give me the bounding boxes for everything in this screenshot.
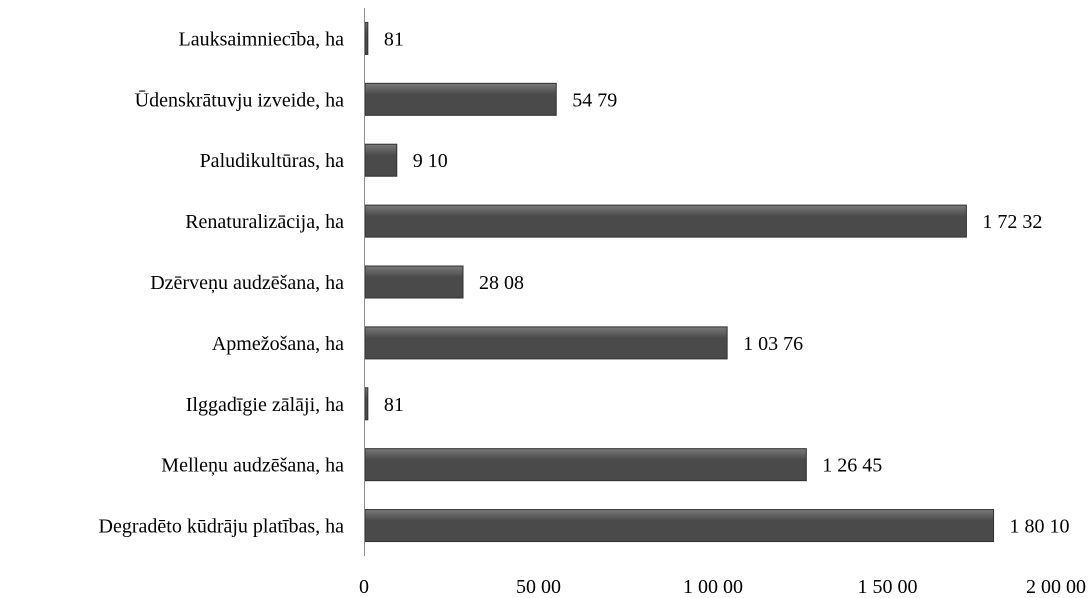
bar — [364, 143, 398, 177]
bar — [364, 326, 728, 360]
bars-group — [364, 21, 995, 543]
category-label: Apmežošana, ha — [212, 333, 344, 355]
value-label: 54 79 — [572, 89, 617, 111]
labels-group: Lauksaimniecība, ha 81 Ūdenskrātuvju izvei… — [99, 28, 1070, 537]
category-label: Degradēto kūdrāju platības, ha — [99, 516, 345, 538]
x-tick-label: 1 00 00 — [683, 576, 743, 598]
bar — [364, 265, 464, 299]
value-label: 1 80 10 — [1010, 516, 1070, 538]
x-tick-label: 50 00 — [516, 576, 561, 598]
bar — [364, 509, 995, 543]
value-label: 1 26 45 — [822, 455, 882, 477]
bar — [364, 21, 369, 55]
bar — [364, 82, 557, 116]
value-label: 9 10 — [413, 150, 448, 172]
category-label: Dzērveņu audzēšana, ha — [150, 272, 344, 294]
category-label: Ūdenskrātuvju izveide, ha — [135, 89, 344, 111]
category-label: Melleņu audzēšana, ha — [161, 455, 344, 477]
value-label: 1 72 32 — [982, 211, 1042, 233]
bar — [364, 204, 967, 238]
category-label: Ilggadīgie zālāji, ha — [186, 394, 344, 416]
value-label: 81 — [384, 394, 404, 416]
x-tick-label: 2 00 00 — [1026, 576, 1086, 598]
category-label: Renaturalizācija, ha — [185, 211, 344, 233]
axes-group: 0 50 00 1 00 00 1 50 00 2 00 00 — [359, 8, 1086, 598]
bar — [364, 387, 369, 421]
value-label: 1 03 76 — [743, 333, 803, 355]
value-label: 81 — [384, 28, 404, 50]
category-label: Paludikultūras, ha — [200, 150, 345, 172]
x-tick-label: 1 50 00 — [858, 576, 918, 598]
value-label: 28 08 — [479, 272, 524, 294]
category-label: Lauksaimniecība, ha — [179, 28, 345, 50]
x-tick-label: 0 — [359, 576, 369, 598]
bar — [364, 448, 807, 482]
